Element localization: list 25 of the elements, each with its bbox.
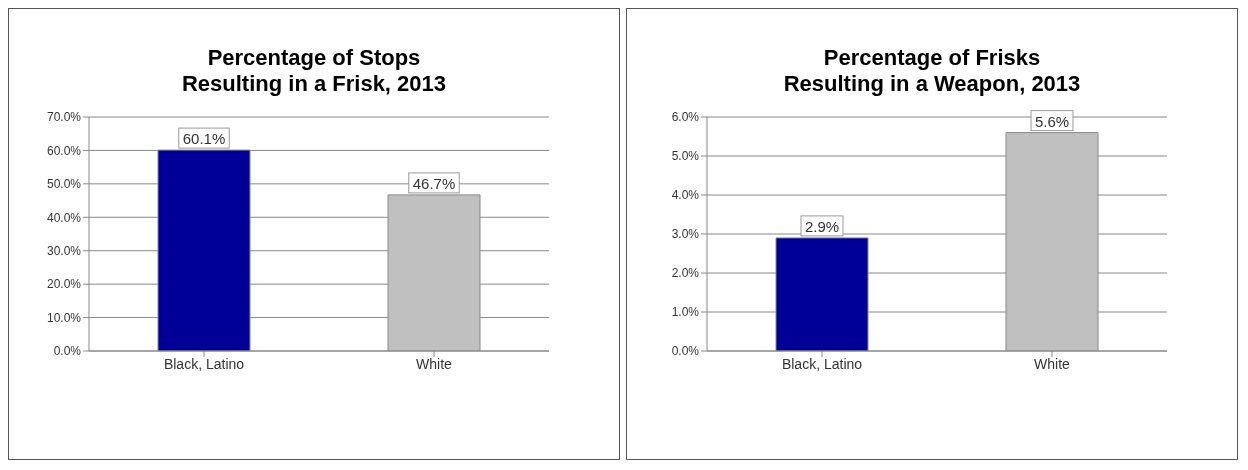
y-tick-label: 0.0%	[53, 344, 82, 359]
y-tick-label: 50.0%	[46, 177, 82, 192]
y-tick-label: 3.0%	[671, 227, 700, 242]
x-tick-label: Black, Latino	[781, 355, 863, 372]
y-tick-label: 10.0%	[46, 310, 82, 325]
y-tick-label: 20.0%	[46, 277, 82, 292]
data-label: 46.7%	[412, 174, 456, 192]
data-label: 60.1%	[182, 130, 226, 148]
y-tick-label: 6.0%	[671, 110, 700, 125]
chart-title: Percentage of Frisks Resulting in a Weapon, 2013	[782, 45, 1082, 97]
chart-title: Percentage of Stops Resulting in a Frisk, 2013	[180, 45, 448, 97]
y-tick-label: 2.0%	[671, 266, 700, 281]
y-tick-label: 60.0%	[46, 143, 82, 158]
data-label: 5.6%	[1034, 112, 1070, 130]
y-tick-label: 4.0%	[671, 188, 700, 203]
y-tick-label: 30.0%	[46, 243, 82, 258]
data-label: 2.9%	[804, 217, 840, 235]
y-tick-label: 70.0%	[46, 110, 82, 125]
y-tick-label: 5.0%	[671, 149, 700, 164]
x-tick-label: Black, Latino	[163, 355, 245, 372]
y-tick-label: 40.0%	[46, 210, 82, 225]
x-tick-label: White	[416, 355, 453, 372]
y-tick-label: 1.0%	[671, 305, 700, 320]
y-tick-label: 0.0%	[671, 344, 700, 359]
x-tick-label: White	[1034, 355, 1071, 372]
